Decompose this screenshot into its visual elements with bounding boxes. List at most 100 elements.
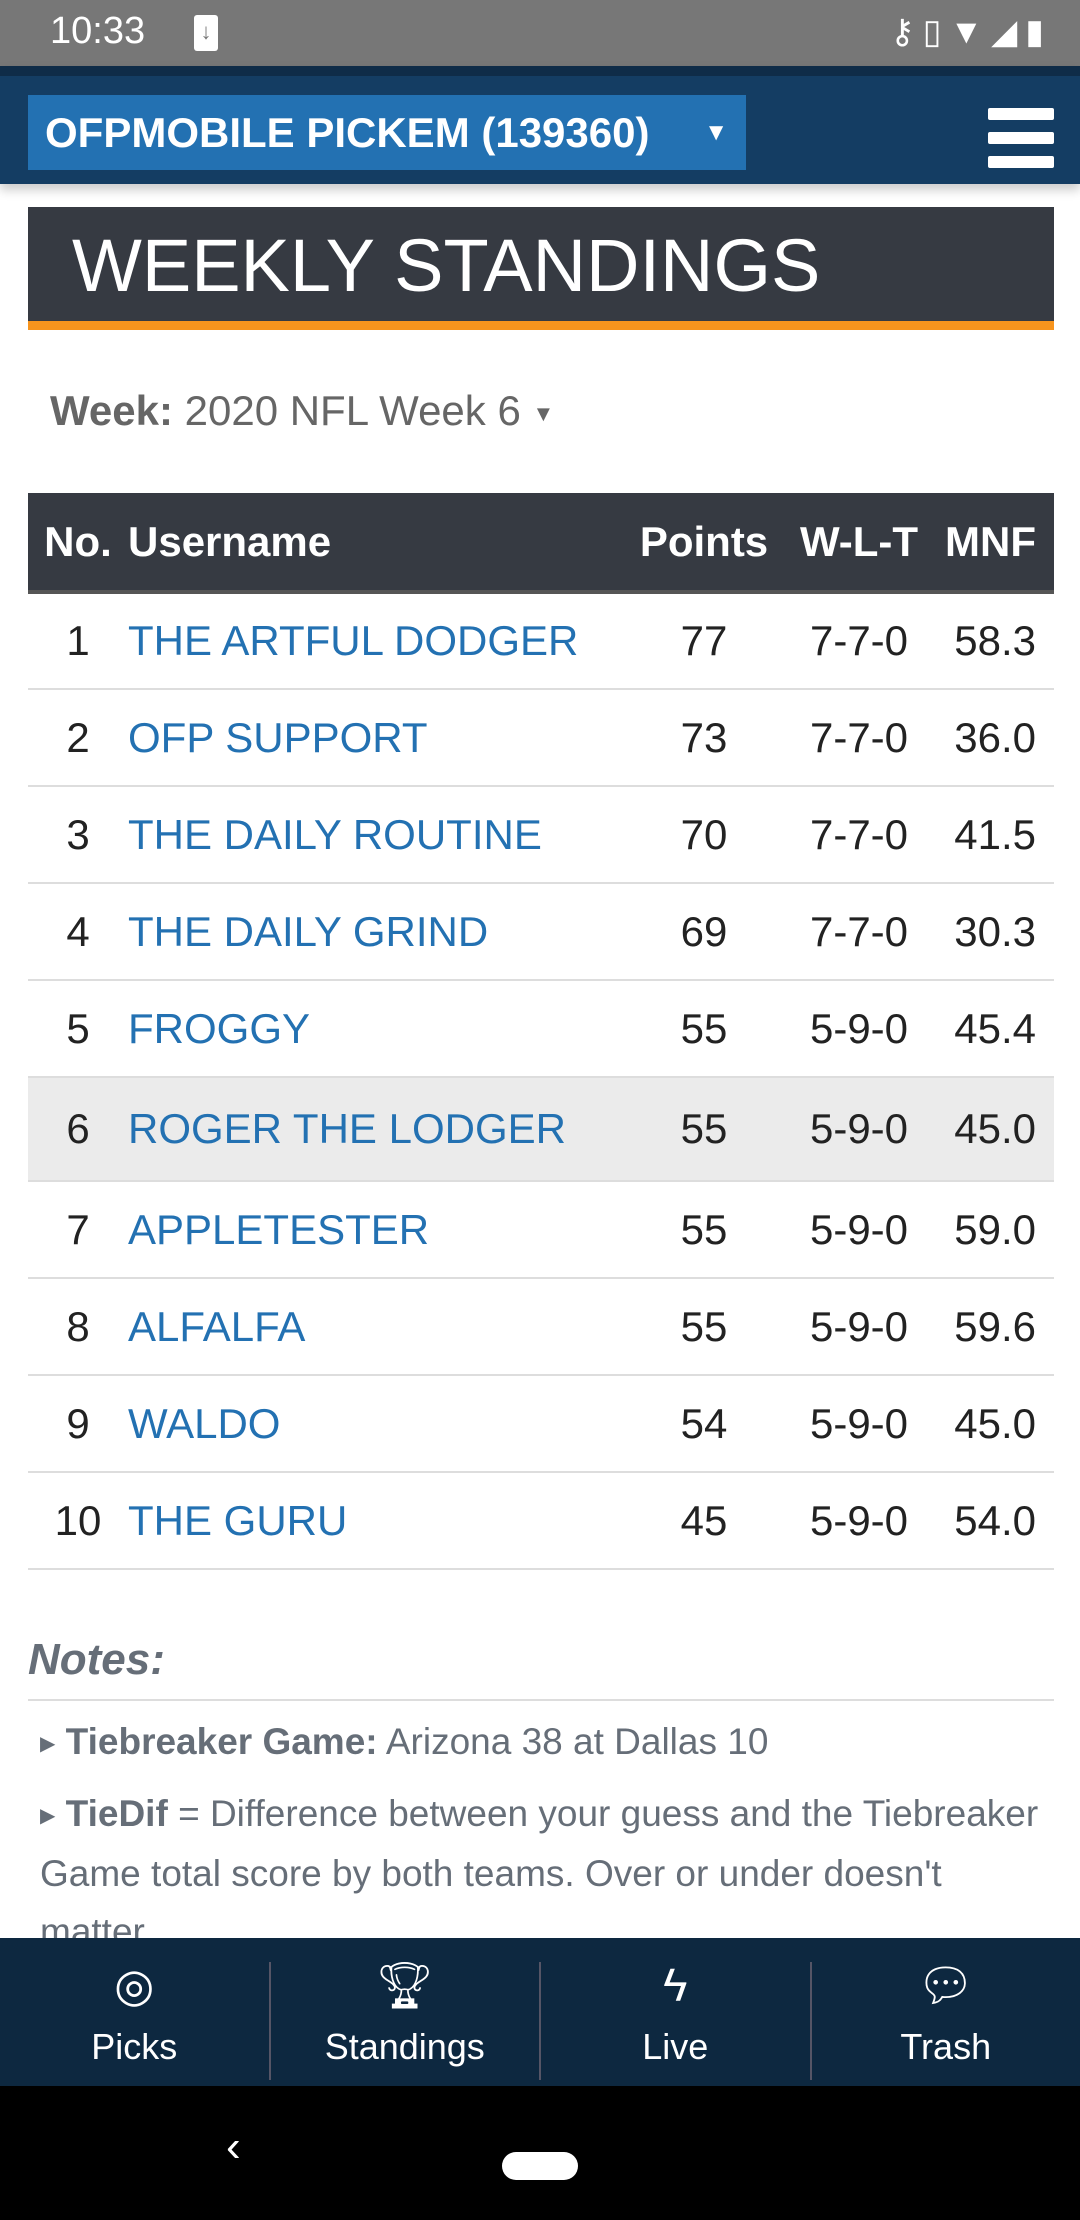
system-nav-bar: ‹ bbox=[0, 2086, 1080, 2220]
table-header: No. Username Points W-L-T MNF bbox=[28, 493, 1054, 592]
rank: 9 bbox=[28, 1375, 128, 1473]
signal-icon: ◢ bbox=[991, 13, 1026, 51]
username-link[interactable]: APPLETESTER bbox=[128, 1181, 629, 1279]
hamburger-menu-icon[interactable] bbox=[988, 108, 1054, 180]
table-row: 7 APPLETESTER 55 5-9-0 59.0 bbox=[28, 1181, 1054, 1279]
download-icon: ↓ bbox=[194, 15, 218, 51]
points: 73 bbox=[629, 689, 779, 787]
mnf: 30.3 bbox=[939, 883, 1054, 981]
rank: 7 bbox=[28, 1181, 128, 1279]
week-value: 2020 NFL Week 6 bbox=[184, 387, 521, 434]
mnf: 45.0 bbox=[939, 1375, 1054, 1473]
app-header: OFPMOBILE PICKEM (139360) ▼ bbox=[0, 66, 1080, 184]
username-link[interactable]: OFP SUPPORT bbox=[128, 689, 629, 787]
mnf: 54.0 bbox=[939, 1472, 1054, 1570]
points: 55 bbox=[629, 1278, 779, 1376]
wifi-icon: ▼ bbox=[949, 13, 992, 51]
week-selector[interactable]: Week: 2020 NFL Week 6 ▼ bbox=[50, 387, 554, 435]
bottom-nav: ◎ Picks 🏆︎ Standings ϟ Live 💬︎ Trash bbox=[0, 1938, 1080, 2086]
points: 77 bbox=[629, 592, 779, 690]
note-item: ▶ Tiebreaker Game: Arizona 38 at Dallas … bbox=[28, 1713, 1054, 1773]
triangle-right-icon: ▶ bbox=[40, 1805, 56, 1828]
wlt: 5-9-0 bbox=[779, 1181, 939, 1279]
mnf: 45.0 bbox=[939, 1077, 1054, 1182]
wlt: 5-9-0 bbox=[779, 1472, 939, 1570]
col-username[interactable]: Username bbox=[128, 517, 332, 565]
league-name: OFPMOBILE PICKEM (139360) bbox=[45, 109, 650, 156]
wlt: 5-9-0 bbox=[779, 980, 939, 1078]
status-icons: ⚷▯▼◢▮ bbox=[890, 12, 1052, 52]
nav-label: Picks bbox=[91, 2026, 178, 2067]
nav-live[interactable]: ϟ Live bbox=[539, 1962, 810, 2080]
username-link[interactable]: WALDO bbox=[128, 1375, 629, 1473]
back-icon[interactable]: ‹ bbox=[226, 2122, 241, 2171]
username-link[interactable]: FROGGY bbox=[128, 980, 629, 1078]
wlt: 5-9-0 bbox=[779, 1278, 939, 1376]
nav-picks[interactable]: ◎ Picks bbox=[0, 1962, 269, 2080]
mnf: 41.5 bbox=[939, 786, 1054, 884]
mnf: 59.0 bbox=[939, 1181, 1054, 1279]
week-label: Week: bbox=[50, 387, 173, 434]
wlt: 7-7-0 bbox=[779, 592, 939, 690]
rank: 5 bbox=[28, 980, 128, 1078]
triangle-right-icon: ▶ bbox=[40, 1733, 56, 1756]
nav-label: Standings bbox=[324, 2026, 485, 2067]
rank: 2 bbox=[28, 689, 128, 787]
standings-table: No. Username Points W-L-T MNF 1 THE ARTFU… bbox=[28, 493, 1054, 1570]
points: 55 bbox=[629, 1077, 779, 1182]
username-link[interactable]: ALFALFA bbox=[128, 1278, 629, 1376]
lightning-icon: ϟ bbox=[663, 1959, 688, 2011]
rank: 6 bbox=[28, 1077, 128, 1182]
battery-icon: ▮ bbox=[1025, 13, 1052, 51]
wlt: 5-9-0 bbox=[779, 1375, 939, 1473]
col-mnf[interactable]: MNF bbox=[945, 517, 1036, 565]
username-link[interactable]: THE GURU bbox=[128, 1472, 629, 1570]
mnf: 59.6 bbox=[939, 1278, 1054, 1376]
trophy-icon: 🏆︎ bbox=[375, 1959, 434, 2011]
vpn-key-icon: ⚷ bbox=[889, 13, 923, 51]
nav-label: Live bbox=[642, 2026, 709, 2067]
mnf: 36.0 bbox=[939, 689, 1054, 787]
mnf: 58.3 bbox=[939, 592, 1054, 690]
clock: 10:33 bbox=[50, 10, 146, 52]
points: 69 bbox=[629, 883, 779, 981]
rank: 4 bbox=[28, 883, 128, 981]
username-link[interactable]: THE ARTFUL DODGER bbox=[128, 592, 629, 690]
nav-standings[interactable]: 🏆︎ Standings bbox=[268, 1959, 540, 2080]
note-label: TieDif bbox=[65, 1793, 168, 1835]
wlt: 7-7-0 bbox=[779, 883, 939, 981]
col-wlt[interactable]: W-L-T bbox=[799, 517, 919, 565]
mnf: 45.4 bbox=[939, 980, 1054, 1078]
wlt: 5-9-0 bbox=[779, 1077, 939, 1182]
note-label: Tiebreaker Game: bbox=[65, 1721, 378, 1762]
wlt: 7-7-0 bbox=[779, 786, 939, 884]
caret-down-icon: ▼ bbox=[532, 400, 555, 426]
rank: 10 bbox=[28, 1472, 128, 1570]
nav-trash[interactable]: 💬︎ Trash bbox=[809, 1962, 1080, 2080]
note-item: ▶ TieDif = Difference between your guess… bbox=[28, 1785, 1054, 1961]
vibrate-icon: ▯ bbox=[922, 13, 950, 51]
caret-down-icon: ▼ bbox=[704, 119, 728, 146]
username-link[interactable]: THE DAILY ROUTINE bbox=[128, 786, 629, 884]
username-link[interactable]: ROGER THE LODGER bbox=[128, 1077, 629, 1182]
notes-title: Notes: bbox=[28, 1635, 1054, 1701]
league-selector[interactable]: OFPMOBILE PICKEM (139360) ▼ bbox=[28, 95, 746, 170]
username-link[interactable]: THE DAILY GRIND bbox=[128, 883, 629, 981]
points: 45 bbox=[629, 1472, 779, 1570]
page-title: WEEKLY STANDINGS bbox=[28, 207, 1054, 330]
col-no[interactable]: No. bbox=[44, 517, 112, 565]
table-row: 8 ALFALFA 55 5-9-0 59.6 bbox=[28, 1278, 1054, 1376]
wlt: 7-7-0 bbox=[779, 689, 939, 787]
note-text: = Difference between your guess and the … bbox=[40, 1793, 1039, 1953]
points: 55 bbox=[629, 980, 779, 1078]
table-row: 6 ROGER THE LODGER 55 5-9-0 45.0 bbox=[28, 1077, 1054, 1182]
table-row: 1 THE ARTFUL DODGER 77 7-7-0 58.3 bbox=[28, 592, 1054, 690]
points: 54 bbox=[629, 1375, 779, 1473]
notes-section: Notes: ▶ Tiebreaker Game: Arizona 38 at … bbox=[28, 1635, 1054, 1961]
points: 55 bbox=[629, 1181, 779, 1279]
col-points[interactable]: Points bbox=[639, 517, 769, 565]
table-row: 2 OFP SUPPORT 73 7-7-0 36.0 bbox=[28, 689, 1054, 787]
table-row: 9 WALDO 54 5-9-0 45.0 bbox=[28, 1375, 1054, 1473]
home-button[interactable] bbox=[502, 2152, 578, 2180]
nav-label: Trash bbox=[900, 2026, 992, 2067]
